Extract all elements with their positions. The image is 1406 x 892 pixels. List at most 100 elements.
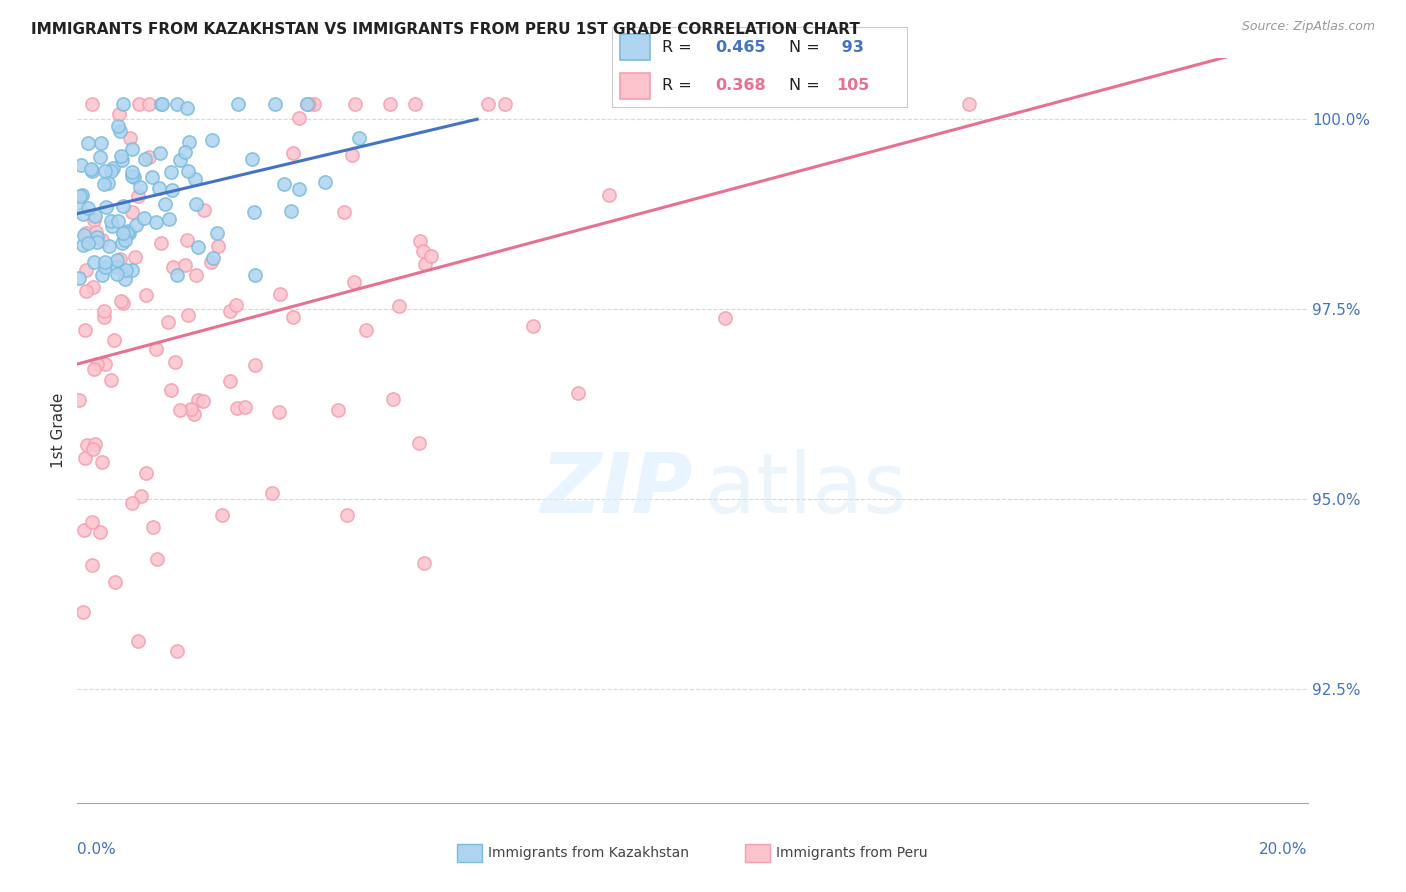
Point (72, 605, 94, 619)
Point (108, 123, 131, 137)
Point (202, 251, 225, 265)
Point (112, 227, 135, 241)
Point (343, 275, 366, 289)
Point (86, 357, 108, 371)
Text: atlas: atlas (704, 450, 907, 531)
Point (176, 233, 198, 247)
FancyBboxPatch shape (620, 34, 650, 61)
Point (166, 268, 188, 282)
Point (342, 147, 364, 161)
Point (264, 96, 287, 111)
Point (84, 225, 107, 239)
Point (150, 235, 173, 250)
Point (103, 333, 125, 347)
Text: Immigrants from Kazakhstan: Immigrants from Kazakhstan (488, 846, 689, 860)
Point (93, 310, 115, 325)
Point (129, 179, 152, 194)
Point (260, 486, 283, 500)
Point (100, 373, 122, 387)
Point (107, 120, 129, 134)
Point (163, 355, 186, 369)
Point (121, 169, 143, 184)
Point (169, 153, 191, 167)
Point (142, 519, 165, 533)
Point (121, 495, 143, 509)
Point (135, 288, 157, 302)
Point (156, 315, 179, 329)
Point (148, 181, 170, 195)
Point (186, 197, 208, 211)
Point (108, 252, 131, 267)
Point (112, 296, 135, 310)
Point (598, 188, 620, 202)
Point (169, 402, 191, 417)
Point (127, 189, 149, 203)
Point (187, 393, 209, 408)
Point (180, 402, 202, 417)
Point (177, 135, 200, 149)
Point (243, 358, 266, 372)
Point (477, 96, 499, 111)
Point (409, 234, 432, 248)
Point (90, 136, 112, 151)
Point (295, 96, 318, 111)
Point (105, 252, 128, 267)
Point (67, 199, 90, 213)
Point (957, 96, 980, 111)
Point (93, 255, 115, 269)
Point (118, 227, 141, 241)
Text: 0.465: 0.465 (716, 40, 766, 54)
Point (93, 163, 115, 178)
Point (226, 401, 249, 415)
Point (97, 176, 120, 190)
Point (127, 634, 149, 648)
Point (132, 211, 155, 226)
Point (121, 142, 143, 156)
Point (166, 96, 188, 111)
Point (138, 96, 160, 111)
Point (73, 323, 96, 337)
Point (150, 96, 173, 111)
Point (269, 405, 291, 419)
Point (96, 200, 118, 214)
Point (567, 386, 589, 401)
Point (101, 161, 124, 176)
Y-axis label: 1st Grade: 1st Grade (51, 392, 66, 468)
Point (298, 96, 321, 111)
Point (112, 199, 135, 213)
Point (295, 96, 318, 111)
Point (200, 254, 222, 268)
Point (494, 96, 516, 111)
Point (174, 258, 197, 272)
Point (176, 101, 198, 115)
Point (128, 97, 150, 112)
Point (72, 207, 94, 221)
Point (93, 178, 115, 192)
Point (100, 219, 122, 233)
Point (382, 392, 405, 407)
Point (145, 214, 167, 228)
Point (287, 111, 309, 125)
Point (77, 201, 100, 215)
Point (129, 489, 152, 503)
Point (111, 96, 134, 111)
Point (75, 284, 97, 298)
Text: 105: 105 (837, 78, 869, 94)
Point (145, 343, 167, 357)
Point (67, 392, 90, 407)
Point (177, 308, 200, 322)
Point (110, 149, 132, 163)
Point (82, 442, 104, 457)
Point (138, 149, 160, 163)
Point (412, 244, 434, 258)
Point (94, 260, 117, 275)
Text: N =: N = (789, 78, 825, 94)
Point (118, 131, 141, 145)
Point (111, 153, 134, 168)
Point (243, 204, 266, 219)
Point (77, 136, 100, 151)
Point (124, 169, 146, 184)
Point (83, 212, 105, 227)
Point (125, 219, 148, 233)
Point (100, 214, 122, 228)
